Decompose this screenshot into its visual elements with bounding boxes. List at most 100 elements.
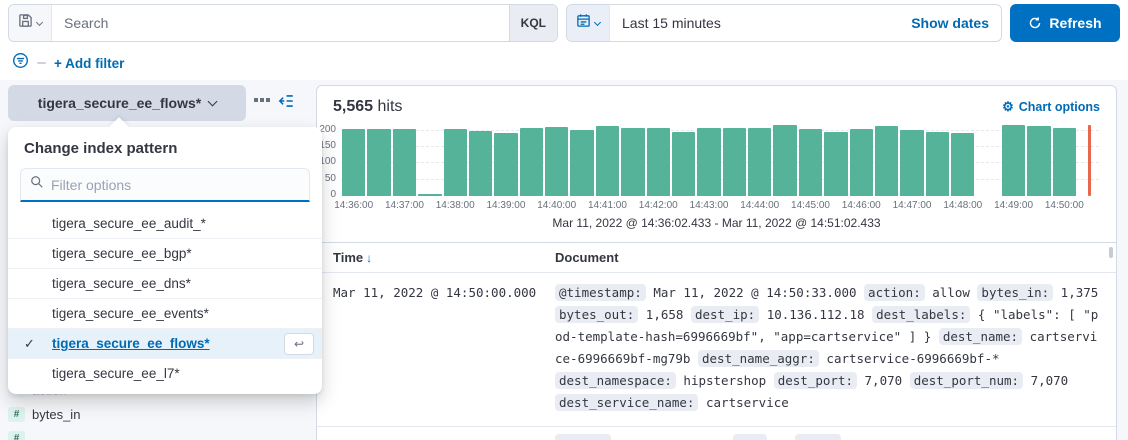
histogram-bar-slot[interactable] <box>772 124 797 196</box>
histogram-bar-slot[interactable] <box>696 124 721 196</box>
time-range-value[interactable]: Last 15 minutes <box>622 15 721 31</box>
histogram-bar <box>1027 126 1051 196</box>
histogram-bar <box>925 131 949 196</box>
current-time-marker <box>1088 125 1091 196</box>
histogram-bar-slot[interactable] <box>722 124 747 196</box>
field-value: 7,070 <box>857 373 910 388</box>
gear-icon: ⚙ <box>1002 99 1014 114</box>
histogram-bar <box>697 127 721 196</box>
field-value: hipstershop <box>675 373 774 388</box>
histogram-bar-slot[interactable] <box>544 124 569 196</box>
histogram-bar-slot[interactable] <box>1026 124 1051 196</box>
search-input[interactable] <box>64 15 497 31</box>
popup-filter-input-wrap <box>20 168 310 202</box>
field-item-bytes_in[interactable]: # bytes_in <box>8 407 80 422</box>
chart-time-range-caption: Mar 11, 2022 @ 14:36:02.433 - Mar 11, 20… <box>552 216 881 230</box>
filter-bar: + Add filter <box>0 46 1128 80</box>
histogram-bar-slot[interactable] <box>1052 124 1077 196</box>
saved-query-menu-button[interactable] <box>9 5 52 41</box>
histogram-bar <box>494 133 518 196</box>
option-label: tigera_secure_ee_dns* <box>52 276 191 291</box>
histogram-bar-slot[interactable] <box>747 124 772 196</box>
index-pattern-option[interactable]: tigera_secure_ee_bgp* <box>8 238 322 268</box>
filter-icon[interactable] <box>12 52 29 74</box>
field-value: cartservice-6996669bf-mg79b <box>555 329 1098 366</box>
histogram-bar-slot[interactable] <box>899 124 924 196</box>
y-axis-tick: 100 <box>319 156 336 168</box>
search-icon <box>30 175 44 194</box>
chart-options-button[interactable]: ⚙ Chart options <box>1002 99 1100 115</box>
histogram-bar-slot[interactable] <box>620 124 645 196</box>
section-divider <box>317 242 1116 243</box>
y-axis-tick: 0 <box>330 189 336 200</box>
table-row[interactable]: Mar 11, 2022 @ 14:50:00.000 @timestamp: … <box>317 273 1116 427</box>
x-axis-tick: 14:42:00 <box>638 200 678 211</box>
x-axis-tick: 14:46:00 <box>841 200 881 211</box>
histogram-bar-slot[interactable] <box>925 124 950 196</box>
field-name-pill: @timestamp: <box>555 284 646 301</box>
hits-label: hits <box>377 98 403 115</box>
boxes-horizontal-icon[interactable] <box>254 98 270 102</box>
histogram-bar-slot[interactable] <box>341 124 366 196</box>
histogram-bar-slot[interactable] <box>443 124 468 196</box>
x-axis-tick: 14:39:00 <box>486 200 526 211</box>
histogram-bar-slot[interactable] <box>798 124 823 196</box>
field-item-clipped[interactable]: # <box>8 431 25 440</box>
index-pattern-option[interactable]: tigera_secure_ee_dns* <box>8 268 322 298</box>
histogram-bar-slot[interactable] <box>671 124 696 196</box>
refresh-button[interactable]: Refresh <box>1010 4 1120 42</box>
histogram-bar-slot[interactable] <box>493 124 518 196</box>
histogram-bar-slot[interactable] <box>519 124 544 196</box>
histogram-bar-slot[interactable] <box>1001 124 1026 196</box>
option-label: tigera_secure_ee_l7* <box>52 366 180 381</box>
kql-badge[interactable]: KQL <box>508 5 557 41</box>
scrollbar-thumb[interactable] <box>1109 247 1113 258</box>
histogram-bar-slot[interactable] <box>417 124 442 196</box>
x-axis-tick: 14:47:00 <box>892 200 932 211</box>
x-axis-tick: 14:40:00 <box>537 200 577 211</box>
index-pattern-option[interactable]: tigera_secure_ee_audit_* <box>8 208 322 238</box>
field-name-pill <box>555 434 611 440</box>
histogram-bar <box>1052 128 1076 196</box>
query-bar: KQL Last 15 minutes Show dates Refresh <box>0 0 1128 46</box>
date-picker-menu-button[interactable] <box>567 5 610 41</box>
histogram-bar-slot[interactable] <box>595 124 620 196</box>
field-name-pill <box>795 434 841 440</box>
index-pattern-option[interactable]: tigera_secure_ee_l7* <box>8 358 322 388</box>
histogram-bar-slot[interactable] <box>849 124 874 196</box>
save-icon <box>18 13 33 33</box>
sort-desc-icon: ↓ <box>366 251 373 265</box>
results-header: 5,565 hits ⚙ Chart options <box>317 86 1116 116</box>
histogram-bar-slot[interactable] <box>975 124 1000 196</box>
histogram-bar <box>342 128 366 196</box>
histogram-bar-slot[interactable] <box>366 124 391 196</box>
histogram-bar-slot[interactable] <box>823 124 848 196</box>
hits-count: 5,565 hits <box>333 98 402 116</box>
index-pattern-button[interactable]: tigera_secure_ee_flows* <box>8 85 246 121</box>
histogram-bar <box>646 127 670 196</box>
histogram-bar-slot[interactable] <box>950 124 975 196</box>
field-name-pill: bytes_out: <box>555 306 639 323</box>
histogram-bar <box>849 128 873 196</box>
show-dates-button[interactable]: Show dates <box>911 15 989 31</box>
doc-table-header: Time ↓ Document <box>317 243 1116 273</box>
histogram-bar-slot[interactable] <box>646 124 671 196</box>
popup-title: Change index pattern <box>24 140 178 157</box>
histogram-bar-slot[interactable] <box>468 124 493 196</box>
add-filter-button[interactable]: + Add filter <box>54 55 125 71</box>
histogram-bar <box>392 128 417 196</box>
histogram-bar <box>951 133 975 196</box>
index-pattern-option[interactable]: tigera_secure_ee_events* <box>8 298 322 328</box>
histogram-bar-slot[interactable] <box>874 124 899 196</box>
field-name: bytes_in <box>32 407 81 422</box>
histogram-bar <box>1001 125 1026 196</box>
field-value: allow <box>924 285 978 300</box>
refresh-icon <box>1028 16 1042 30</box>
index-pattern-option[interactable]: ✓ tigera_secure_ee_flows* ↩ <box>8 328 322 358</box>
collapse-sidebar-icon[interactable] <box>277 92 295 115</box>
time-column-header[interactable]: Time ↓ <box>333 250 373 265</box>
histogram-bar-slot[interactable] <box>569 124 594 196</box>
histogram-chart[interactable]: 0 50 100 150 200 14:36:00 14:37:00 14:38:00 14:… <box>317 122 1116 212</box>
histogram-bar-slot[interactable] <box>392 124 417 196</box>
popup-filter-input[interactable] <box>51 176 300 193</box>
